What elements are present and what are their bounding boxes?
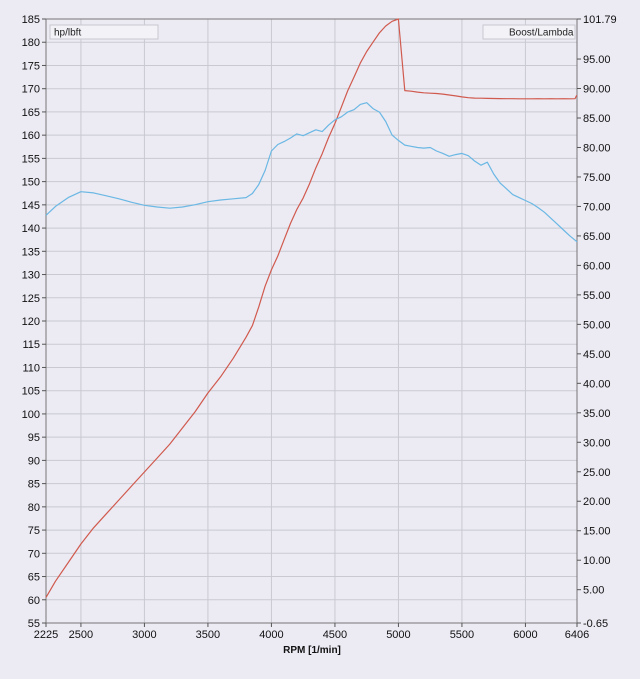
right-tick-label: 90.00 xyxy=(583,84,611,96)
right-tick-label: 65.00 xyxy=(583,231,611,243)
left-tick-label: 125 xyxy=(22,293,40,305)
right-tick-label: 40.00 xyxy=(583,378,611,390)
x-tick-label: 4500 xyxy=(323,629,347,641)
left-tick-label: 120 xyxy=(22,316,40,328)
right-tick-label: 95.00 xyxy=(583,54,611,66)
left-tick-label: 60 xyxy=(28,595,40,607)
right-tick-label: 75.00 xyxy=(583,172,611,184)
right-tick-label: 45.00 xyxy=(583,349,611,361)
right-tick-label: 50.00 xyxy=(583,319,611,331)
right-tick-label: 70.00 xyxy=(583,201,611,213)
left-tick-label: 145 xyxy=(22,200,40,212)
left-tick-label: 80 xyxy=(28,502,40,514)
power-torque-line xyxy=(45,18,578,598)
x-axis-ticks: 2225 2500 3000 3500 4000 4500 5000 5500 6000 6406 xyxy=(34,623,589,641)
right-tick-label: 85.00 xyxy=(583,113,611,125)
left-tick-label: 75 xyxy=(28,525,40,537)
right-tick-label: 25.00 xyxy=(583,467,611,479)
left-tick-label: 160 xyxy=(22,130,40,142)
right-tick-label: 101.79 xyxy=(583,14,617,26)
left-tick-label: 170 xyxy=(22,84,40,96)
right-axis-ticks: -0.65 5.00 10.00 15.00 20.00 25.00 30.00 35.00 4… xyxy=(577,14,617,630)
left-tick-label: 140 xyxy=(22,223,40,235)
left-tick-label: 115 xyxy=(22,339,40,351)
boost-lambda-line xyxy=(45,102,578,243)
left-axis-legend: hp/lbft xyxy=(49,24,159,40)
x-axis-title: RPM [1/min] xyxy=(283,645,341,656)
left-tick-label: 85 xyxy=(28,479,40,491)
x-tick-label: 2500 xyxy=(69,629,93,641)
left-tick-label: 105 xyxy=(22,386,40,398)
right-tick-label: 15.00 xyxy=(583,526,611,538)
series-layer xyxy=(45,18,578,598)
left-tick-label: 135 xyxy=(22,246,40,258)
right-tick-label: 5.00 xyxy=(583,585,604,597)
right-tick-label: 10.00 xyxy=(583,555,611,567)
right-axis-legend: Boost/Lambda xyxy=(482,24,576,40)
left-tick-label: 70 xyxy=(28,548,40,560)
left-tick-label: 130 xyxy=(22,270,40,282)
x-tick-label: 5500 xyxy=(450,629,474,641)
left-tick-label: 155 xyxy=(22,153,40,165)
left-tick-label: 65 xyxy=(28,572,40,584)
right-tick-label: 55.00 xyxy=(583,290,611,302)
left-tick-label: 55 xyxy=(28,618,40,630)
right-tick-label: 30.00 xyxy=(583,437,611,449)
right-tick-label: 35.00 xyxy=(583,408,611,420)
left-tick-label: 110 xyxy=(22,362,40,374)
left-tick-label: 165 xyxy=(22,107,40,119)
x-tick-label: 6000 xyxy=(513,629,537,641)
right-axis-label: Boost/Lambda xyxy=(509,28,574,39)
left-axis-label: hp/lbft xyxy=(54,28,81,39)
left-tick-label: 100 xyxy=(22,409,40,421)
right-tick-label: -0.65 xyxy=(583,618,608,630)
right-tick-label: 60.00 xyxy=(583,260,611,272)
x-tick-label: 5000 xyxy=(386,629,410,641)
x-tick-label: 2225 xyxy=(34,629,58,641)
left-tick-label: 175 xyxy=(22,60,40,72)
left-tick-label: 150 xyxy=(22,177,40,189)
left-tick-label: 185 xyxy=(22,14,40,26)
left-tick-label: 90 xyxy=(28,455,40,467)
x-tick-label: 6406 xyxy=(565,629,589,641)
left-axis-ticks: 55 60 65 70 75 80 85 90 95 100 105 110 115 120 125 130 1… xyxy=(22,14,46,630)
left-tick-label: 95 xyxy=(28,432,40,444)
left-tick-label: 180 xyxy=(22,37,40,49)
x-tick-label: 3000 xyxy=(132,629,156,641)
right-tick-label: 80.00 xyxy=(583,142,611,154)
right-tick-label: 20.00 xyxy=(583,496,611,508)
x-tick-label: 3500 xyxy=(196,629,220,641)
x-tick-label: 4000 xyxy=(259,629,283,641)
